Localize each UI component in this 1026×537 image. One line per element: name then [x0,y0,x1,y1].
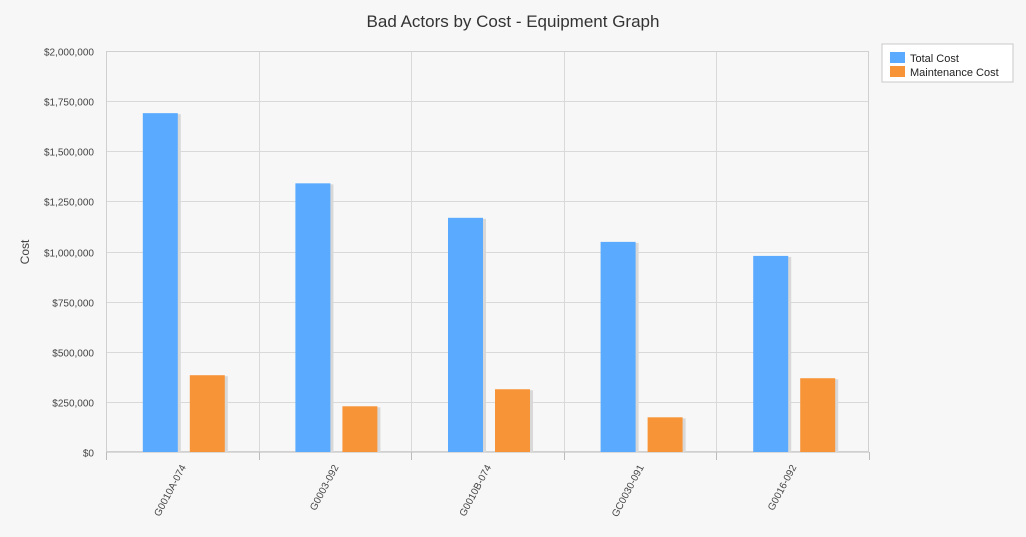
bar-maintenance-cost [647,417,683,452]
bar-total-cost [753,255,789,452]
bar-total-cost [142,113,178,452]
x-tick-label: G0016-092 [766,463,799,513]
bar-maintenance-cost [189,375,225,452]
bars [142,113,839,452]
y-tick-label: $250,000 [52,399,94,410]
x-tick-label: G0003-092 [308,463,341,513]
legend-swatch [890,66,905,77]
y-tick-label: $1,500,000 [44,148,94,159]
legend-label: Maintenance Cost [910,67,999,79]
y-tick-label: $1,000,000 [44,249,94,260]
bar-maintenance-cost [495,389,530,452]
y-tick-label: $2,000,000 [44,48,94,59]
x-tick-label: G0010A-074 [153,463,190,519]
bar-total-cost [448,217,483,452]
legend-label: Total Cost [910,53,959,65]
legend-swatch [890,52,905,63]
bar-maintenance-cost [342,406,378,452]
x-axis-ticks: G0010A-074 G0003-092 G0010B-074 GC0030-091 G… [106,452,870,519]
y-tick-label: $1,250,000 [44,198,94,209]
bar-total-cost [295,183,331,452]
chart-title: Bad Actors by Cost - Equipment Graph [367,12,660,31]
y-tick-label: $0 [83,449,95,460]
bar-maintenance-cost [800,378,836,452]
grid [106,51,869,453]
x-tick-label: G0010B-074 [458,463,495,519]
plot-area-border [106,51,869,452]
y-axis-title: Cost [18,239,32,264]
bar-total-cost [600,241,636,452]
y-tick-label: $500,000 [52,349,94,360]
y-tick-label: $750,000 [52,299,94,310]
y-axis-ticks: $0 $250,000 $500,000 $750,000 $1,000,000 $1,2… [44,48,94,460]
x-tick-label: GC0030-091 [610,463,647,519]
legend: Total Cost Maintenance Cost [881,43,1014,83]
y-tick-label: $1,750,000 [44,98,94,109]
